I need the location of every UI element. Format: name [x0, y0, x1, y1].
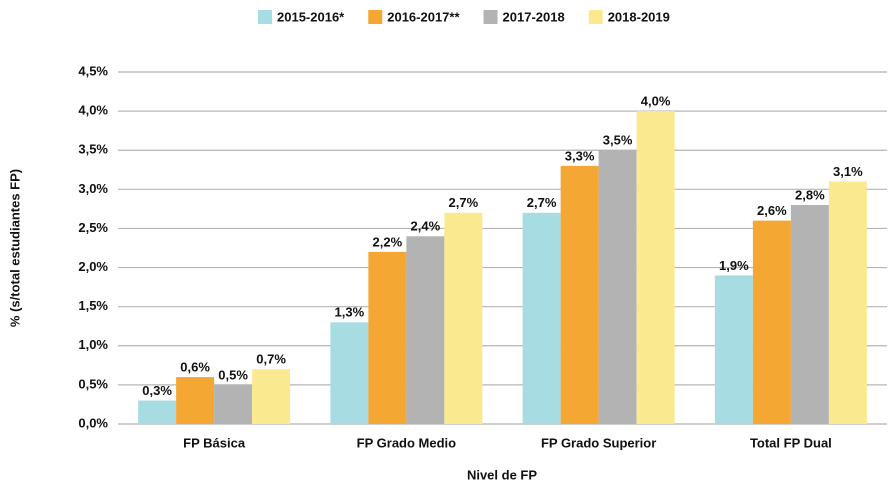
legend-swatch — [258, 10, 272, 24]
legend-label: 2018-2019 — [608, 9, 670, 24]
data-label: 3,1% — [833, 164, 863, 179]
bar — [714, 275, 753, 424]
legend-swatch — [368, 10, 383, 24]
y-tick-label: 2,5% — [78, 220, 108, 235]
bar — [752, 220, 791, 424]
y-tick-label: 1,5% — [78, 298, 108, 313]
bar — [560, 165, 599, 424]
x-axis-title: Nivel de FP — [467, 467, 537, 482]
bar — [214, 384, 253, 424]
data-label: 4,0% — [641, 94, 671, 109]
y-tick-label: 3,5% — [78, 142, 108, 157]
x-tick-label: FP Grado Superior — [541, 435, 656, 450]
data-label: 0,3% — [142, 383, 172, 398]
y-tick-label: 0,0% — [78, 415, 108, 430]
x-tick-label: FP Básica — [183, 435, 246, 450]
data-label: 2,6% — [757, 203, 787, 218]
y-tick-label: 4,5% — [78, 63, 108, 78]
y-tick-label: 3,0% — [78, 181, 108, 196]
y-tick-label: 1,0% — [78, 337, 108, 352]
y-tick-label: 2,0% — [78, 259, 108, 274]
data-label: 2,7% — [449, 195, 479, 210]
bar — [444, 212, 483, 424]
data-label: 2,4% — [411, 219, 441, 234]
bar — [138, 400, 177, 424]
x-tick-label: FP Grado Medio — [357, 435, 456, 450]
data-label: 2,8% — [795, 187, 825, 202]
legend-label: 2015-2016* — [277, 9, 345, 24]
y-tick-label: 4,0% — [78, 103, 108, 118]
legend-swatch — [483, 10, 498, 24]
bar — [790, 204, 829, 424]
data-label: 0,6% — [180, 360, 210, 375]
data-label: 3,3% — [565, 148, 595, 163]
y-axis-title: % (s/total estudiantes FP) — [7, 169, 22, 327]
legend-label: 2017-2018 — [503, 9, 565, 24]
data-label: 0,5% — [218, 367, 248, 382]
bar — [330, 322, 369, 424]
data-label: 3,5% — [603, 133, 633, 148]
legend-swatch — [588, 10, 603, 24]
bar — [828, 181, 867, 424]
legend-label: 2016-2017** — [387, 9, 460, 24]
data-label: 1,9% — [719, 258, 749, 273]
data-label: 0,7% — [256, 352, 286, 367]
bar — [522, 212, 561, 424]
bar — [252, 369, 291, 424]
data-label: 2,7% — [527, 195, 557, 210]
data-label: 2,2% — [373, 234, 403, 249]
data-label: 1,3% — [335, 305, 365, 320]
bar — [368, 251, 407, 424]
bar — [598, 150, 637, 424]
y-tick-label: 0,5% — [78, 376, 108, 391]
bar — [406, 236, 445, 424]
bar — [636, 111, 675, 424]
x-tick-label: Total FP Dual — [750, 435, 832, 450]
bar — [176, 377, 215, 424]
